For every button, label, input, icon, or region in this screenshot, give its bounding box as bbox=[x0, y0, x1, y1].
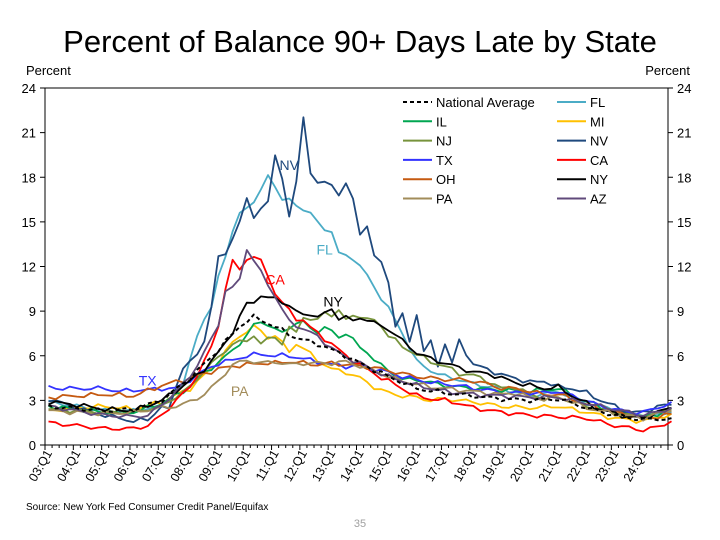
x-tick-label: 16:Q1 bbox=[394, 447, 423, 484]
chart-title: Percent of Balance 90+ Days Late by Stat… bbox=[63, 24, 657, 59]
y-tick-label-right: 12 bbox=[677, 260, 691, 275]
series-line-ca bbox=[48, 255, 672, 433]
series-line-mi bbox=[48, 324, 672, 424]
legend-label-ca: CA bbox=[590, 153, 608, 168]
y-tick-label-left: 0 bbox=[29, 438, 36, 453]
legend-label-ny: NY bbox=[590, 172, 608, 187]
y-tick-label-right: 24 bbox=[677, 81, 691, 96]
x-tick-label: 23:Q1 bbox=[592, 447, 621, 484]
legend-label-az: AZ bbox=[590, 192, 607, 207]
x-tick-label: 14:Q1 bbox=[337, 447, 366, 484]
x-tick-label: 12:Q1 bbox=[281, 447, 310, 484]
x-tick-label: 19:Q1 bbox=[479, 447, 508, 484]
annotation-nv: NV bbox=[280, 157, 300, 173]
x-tick-label: 24:Q1 bbox=[621, 447, 650, 484]
y-tick-label-left: 24 bbox=[22, 81, 36, 96]
x-tick-label: 13:Q1 bbox=[309, 447, 338, 484]
x-tick-label: 06:Q1 bbox=[111, 447, 140, 484]
legend-label-oh: OH bbox=[436, 172, 456, 187]
y-tick-label-right: 0 bbox=[677, 438, 684, 453]
series-line-az bbox=[48, 249, 672, 419]
y-axis-label-right: Percent bbox=[645, 63, 690, 78]
x-tick-label: 09:Q1 bbox=[196, 447, 225, 484]
annotation-ca: CA bbox=[265, 271, 285, 287]
y-tick-label-left: 12 bbox=[22, 260, 36, 275]
x-tick-label: 15:Q1 bbox=[366, 447, 395, 484]
y-tick-label-right: 9 bbox=[677, 304, 684, 319]
legend-label-national-average: National Average bbox=[436, 95, 535, 110]
y-tick-label-left: 18 bbox=[22, 170, 36, 185]
legend-label-nj: NJ bbox=[436, 134, 452, 149]
y-tick-label-left: 3 bbox=[29, 393, 36, 408]
y-tick-label-right: 3 bbox=[677, 393, 684, 408]
series-line-oh bbox=[48, 359, 672, 421]
annotation-tx: TX bbox=[139, 373, 158, 389]
x-tick-label: 08:Q1 bbox=[168, 447, 197, 484]
y-tick-label-right: 6 bbox=[677, 349, 684, 364]
legend-label-nv: NV bbox=[590, 134, 608, 149]
y-tick-label-right: 21 bbox=[677, 126, 691, 141]
x-tick-label: 17:Q1 bbox=[422, 447, 451, 484]
x-tick-label: 05:Q1 bbox=[83, 447, 112, 484]
legend-label-fl: FL bbox=[590, 95, 605, 110]
annotation-fl: FL bbox=[316, 242, 333, 258]
legend-label-mi: MI bbox=[590, 114, 604, 129]
x-tick-label: 07:Q1 bbox=[139, 447, 168, 484]
x-tick-label: 11:Q1 bbox=[253, 447, 282, 483]
series-line-il bbox=[48, 320, 672, 418]
page-number: 35 bbox=[353, 518, 367, 530]
x-tick-label: 18:Q1 bbox=[451, 447, 480, 484]
legend-label-pa: PA bbox=[436, 192, 453, 207]
series-line-nv bbox=[48, 116, 672, 423]
y-tick-label-left: 15 bbox=[22, 215, 36, 230]
x-tick-label: 04:Q1 bbox=[54, 447, 83, 484]
y-tick-label-right: 18 bbox=[677, 170, 691, 185]
x-tick-label: 22:Q1 bbox=[564, 447, 593, 484]
y-tick-label-left: 9 bbox=[29, 304, 36, 319]
source-note: Source: New York Fed Consumer Credit Pan… bbox=[26, 502, 269, 513]
legend-label-il: IL bbox=[436, 114, 447, 129]
x-tick-label: 20:Q1 bbox=[507, 447, 536, 484]
legend-label-tx: TX bbox=[436, 153, 453, 168]
y-tick-label-left: 6 bbox=[29, 349, 36, 364]
annotation-pa: PA bbox=[231, 383, 249, 399]
x-tick-label: 10:Q1 bbox=[224, 447, 253, 484]
x-tick-label: 21:Q1 bbox=[536, 447, 565, 484]
y-tick-label-left: 21 bbox=[22, 126, 36, 141]
annotation-ny: NY bbox=[323, 294, 343, 310]
y-tick-label-right: 15 bbox=[677, 215, 691, 230]
y-axis-label-left: Percent bbox=[26, 63, 71, 78]
series-line-ny bbox=[48, 295, 672, 419]
